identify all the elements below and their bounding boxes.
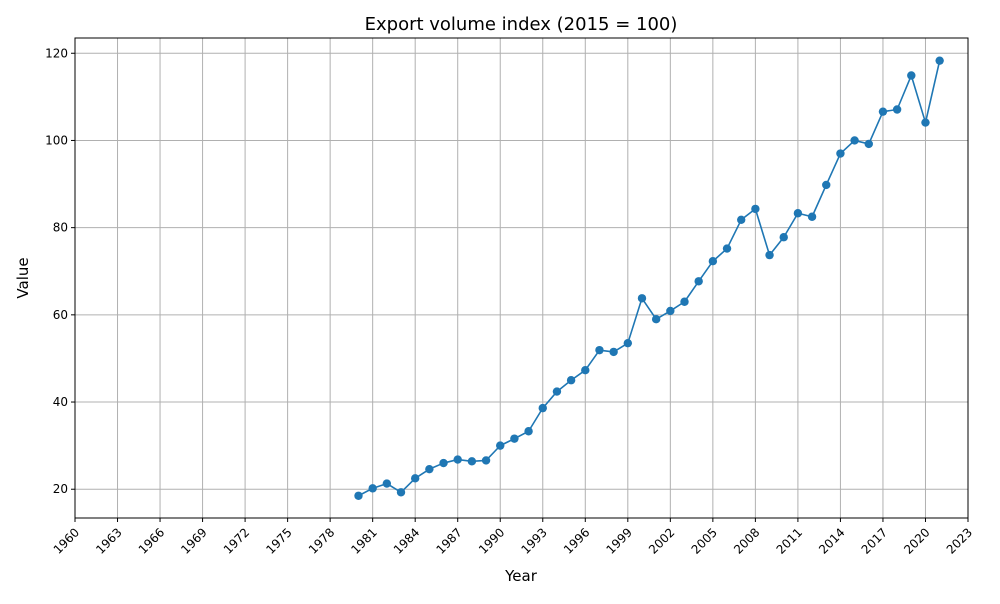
data-point <box>779 233 788 242</box>
x-tick-label: 1969 <box>178 525 209 556</box>
data-point <box>878 107 888 116</box>
data-point <box>524 427 533 436</box>
x-tick-label: 1993 <box>518 525 549 556</box>
data-point <box>496 441 505 450</box>
y-tick-label: 120 <box>45 46 68 60</box>
x-tick-label: 1978 <box>306 525 337 556</box>
y-axis-ticks: 20 40 60 80 100 120 <box>45 46 75 496</box>
data-point <box>892 105 902 114</box>
data-point <box>609 347 618 357</box>
y-tick-label: 40 <box>53 395 68 409</box>
y-axis-label: Value <box>14 257 32 298</box>
data-point <box>651 314 661 324</box>
data-point <box>822 180 831 190</box>
data-point <box>382 479 392 488</box>
data-point <box>623 338 633 348</box>
chart-title: Export volume index (2015 = 100) <box>365 14 678 35</box>
data-point <box>921 118 930 127</box>
data-point <box>708 257 718 266</box>
data-point <box>425 464 434 474</box>
x-tick-label: 2008 <box>731 525 762 556</box>
grid <box>74 38 969 518</box>
x-tick-label: 1966 <box>136 525 167 556</box>
y-tick-label: 20 <box>53 482 68 496</box>
x-axis-label: Year <box>504 567 538 585</box>
x-tick-label: 2014 <box>816 525 847 556</box>
x-tick-label: 1960 <box>51 525 82 556</box>
data-point <box>765 250 774 260</box>
x-tick-label: 2020 <box>901 525 932 556</box>
data-point <box>510 434 519 443</box>
y-tick-label: 80 <box>53 221 68 235</box>
plot-frame <box>74 37 969 519</box>
data-point <box>453 455 462 464</box>
x-tick-label: 1975 <box>263 525 294 556</box>
data-point <box>935 56 944 65</box>
y-tick-label: 100 <box>45 133 68 147</box>
data-point <box>836 149 845 158</box>
data-point <box>439 458 448 468</box>
data-point <box>538 403 547 413</box>
x-tick-label: 2005 <box>689 525 720 556</box>
x-tick-label: 1972 <box>221 525 252 556</box>
data-point <box>595 345 604 355</box>
data-point <box>566 376 576 385</box>
data-point <box>410 474 420 483</box>
x-axis-ticks: 1960 1963 1966 1969 1972 1975 1978 1981 1984 1987… <box>51 518 975 557</box>
data-point <box>807 212 817 221</box>
data-point <box>694 277 703 286</box>
data-point <box>850 136 859 145</box>
x-tick-label: 1996 <box>561 525 592 556</box>
x-tick-label: 2011 <box>774 525 805 556</box>
x-tick-label: 1987 <box>433 525 464 556</box>
data-point <box>581 366 590 375</box>
y-tick-label: 60 <box>53 308 68 322</box>
data-point <box>637 294 647 303</box>
data-point <box>751 204 760 214</box>
data-point <box>907 71 916 80</box>
data-point <box>552 387 562 396</box>
x-tick-label: 1990 <box>476 525 507 556</box>
data-point <box>737 215 746 224</box>
data-point <box>481 456 491 465</box>
data-point <box>864 139 873 149</box>
x-tick-label: 2002 <box>646 525 677 556</box>
data-point <box>722 244 732 253</box>
data-point <box>368 484 377 493</box>
series-area <box>354 56 944 500</box>
data-point <box>666 306 675 316</box>
data-point <box>396 488 406 497</box>
data-point <box>793 209 803 218</box>
x-tick-label: 2017 <box>859 525 890 556</box>
x-tick-label: 1963 <box>93 525 124 556</box>
series-line <box>358 60 941 497</box>
x-tick-label: 2023 <box>944 525 975 556</box>
x-tick-label: 1981 <box>348 525 379 556</box>
x-tick-label: 1984 <box>391 525 422 556</box>
data-point <box>467 457 477 466</box>
x-tick-label: 1999 <box>604 525 635 556</box>
data-point <box>680 297 689 306</box>
data-point <box>354 491 363 500</box>
